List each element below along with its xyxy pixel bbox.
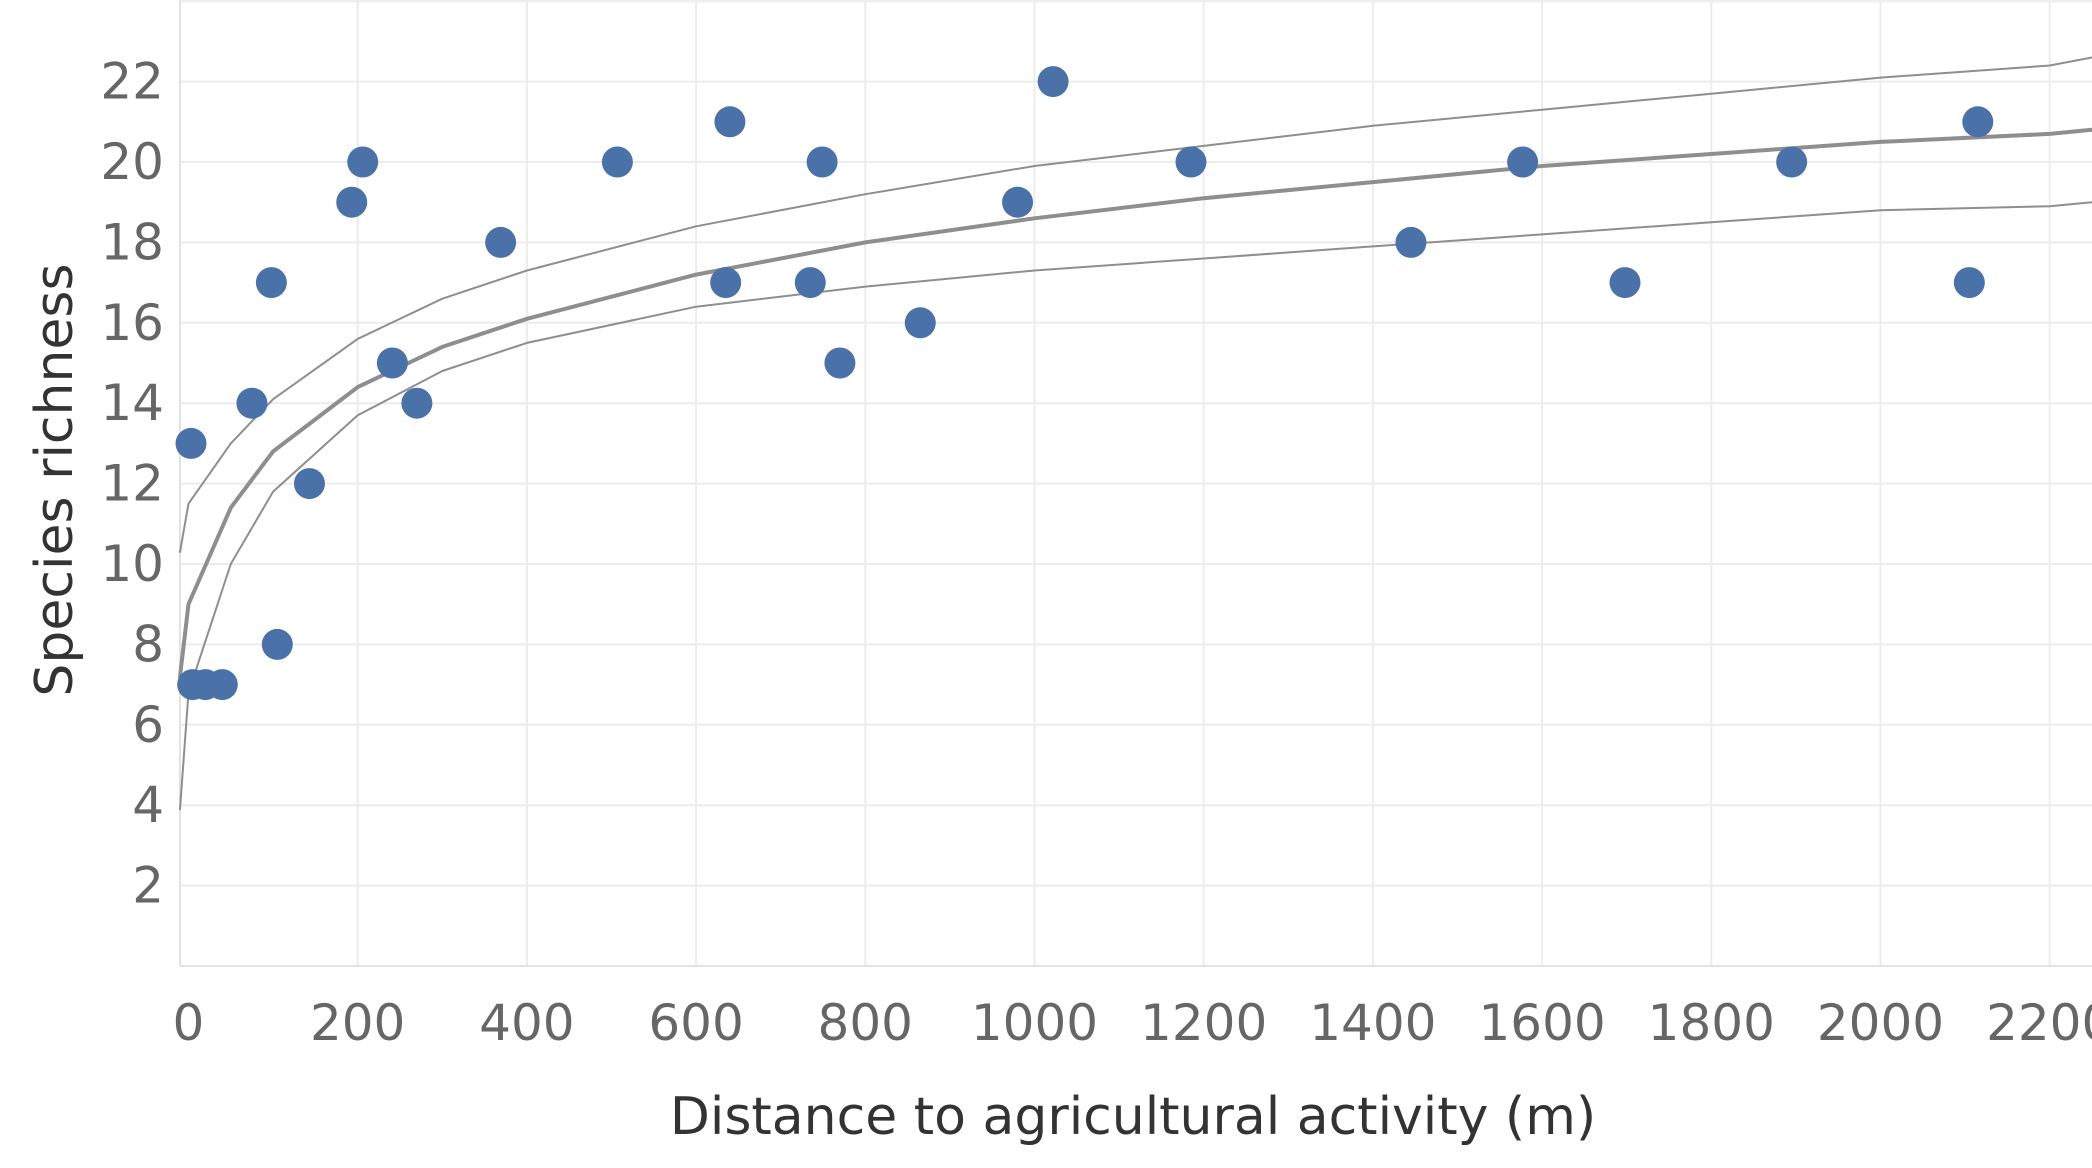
y-tick-label: 12: [100, 455, 164, 513]
x-tick-label: 1200: [1140, 994, 1267, 1052]
data-point: [1609, 267, 1641, 299]
data-point: [175, 427, 207, 459]
y-tick-label: 20: [100, 133, 164, 191]
y-tick-label: 10: [100, 535, 164, 593]
data-point: [401, 387, 433, 419]
data-point: [1037, 66, 1069, 98]
x-tick-label: 800: [818, 994, 913, 1052]
data-point: [1507, 146, 1539, 178]
x-tick-label: 0: [173, 994, 205, 1052]
data-point: [376, 347, 408, 379]
y-tick-label: 18: [100, 213, 164, 271]
x-tick-label: 1800: [1648, 994, 1775, 1052]
data-point: [293, 468, 325, 500]
x-tick-label: 1000: [971, 994, 1098, 1052]
tick-labels: 2 4 6 8 10 12 14 16 18 20 22 0 200 400 600 800 1000 1200 1…: [100, 53, 2092, 1052]
data-point: [1395, 226, 1427, 258]
x-tick-label: 2200: [1986, 994, 2092, 1052]
upper-bound-line: [179, 56, 2092, 553]
x-tick-label: 400: [479, 994, 574, 1052]
data-points: [175, 66, 1994, 701]
data-point: [206, 669, 238, 701]
data-point: [1175, 146, 1207, 178]
data-point: [806, 146, 838, 178]
y-tick-label: 2: [132, 857, 164, 915]
y-tick-label: 14: [100, 374, 164, 432]
data-point: [1776, 146, 1808, 178]
data-point: [601, 146, 633, 178]
data-point: [1953, 267, 1985, 299]
data-point: [1962, 106, 1994, 138]
data-point: [261, 628, 293, 660]
y-tick-label: 22: [100, 53, 164, 111]
fit-lines: [178, 56, 2092, 811]
x-tick-label: 1600: [1478, 994, 1605, 1052]
x-tick-label: 2000: [1817, 994, 1944, 1052]
data-point: [794, 267, 826, 299]
data-point: [1002, 186, 1034, 218]
data-point: [904, 307, 936, 339]
grid-layer: [180, 0, 2092, 967]
data-point: [710, 267, 742, 299]
lower-bound-line: [179, 201, 2092, 811]
trend-line: [178, 127, 2092, 679]
y-axis-label: Species richness: [25, 263, 85, 696]
data-point: [714, 106, 746, 138]
x-tick-label: 600: [648, 994, 743, 1052]
data-point: [255, 267, 287, 299]
y-tick-label: 4: [132, 776, 164, 834]
x-tick-label: 1400: [1309, 994, 1436, 1052]
data-point: [236, 387, 268, 419]
y-tick-label: 8: [132, 615, 164, 673]
x-axis-label: Distance to agricultural activity (m): [670, 1087, 1596, 1147]
y-tick-label: 6: [132, 696, 164, 754]
data-point: [824, 347, 856, 379]
data-point: [485, 226, 517, 258]
x-tick-label: 200: [310, 994, 405, 1052]
data-point: [347, 146, 379, 178]
y-tick-label: 16: [100, 294, 164, 352]
data-point: [336, 186, 368, 218]
